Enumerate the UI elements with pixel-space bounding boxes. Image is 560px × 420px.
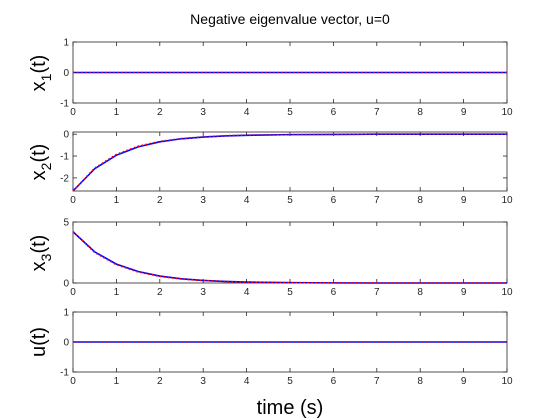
y-tick-label: 1 (63, 308, 69, 319)
x-tick-label: 3 (200, 287, 206, 298)
x-tick-label: 0 (70, 287, 76, 298)
y-tick-label: 0 (63, 338, 69, 349)
y-axis-label: u(t) (28, 327, 50, 357)
y-tick-label: 5 (63, 218, 69, 229)
x-tick-label: 1 (114, 376, 120, 387)
x-tick-label: 2 (157, 287, 163, 298)
x-tick-label: 5 (287, 195, 293, 206)
x-tick-label: 9 (461, 376, 467, 387)
y-axis-label: x3(t) (28, 235, 54, 272)
x-tick-label: 4 (244, 107, 250, 118)
y-tick-label: -1 (60, 99, 69, 110)
x-tick-label: 2 (157, 195, 163, 206)
y-label-subscript: 1 (38, 73, 54, 81)
x-tick-label: 7 (374, 195, 380, 206)
x-tick-label: 6 (331, 287, 337, 298)
axes-box (72, 221, 508, 284)
series-line-dotted (72, 133, 507, 192)
series-line-dotted (72, 231, 507, 284)
y-tick-label: 0 (63, 130, 69, 141)
x-tick-label: 8 (417, 287, 423, 298)
y-label-main: x (28, 170, 50, 180)
x-tick-label: 3 (200, 195, 206, 206)
x-tick-label: 7 (374, 107, 380, 118)
y-tick-label: -2 (60, 173, 69, 184)
x-tick-label: 6 (331, 107, 337, 118)
x-tick-label: 10 (501, 195, 513, 206)
x-axis-label: time (s) (257, 397, 324, 419)
x-tick-label: 5 (287, 376, 293, 387)
x-tick-label: 8 (417, 195, 423, 206)
x-tick-label: 0 (70, 376, 76, 387)
x-tick-label: 7 (374, 376, 380, 387)
x-tick-label: 5 (287, 107, 293, 118)
y-label-suffix: (t) (28, 235, 50, 254)
x-tick-label: 9 (461, 107, 467, 118)
x-tick-label: 1 (114, 107, 120, 118)
y-label-main: x (28, 81, 50, 91)
x-tick-label: 9 (461, 287, 467, 298)
y-axis-label: x2(t) (28, 144, 54, 181)
x-tick-label: 1 (114, 287, 120, 298)
x-tick-label: 0 (70, 195, 76, 206)
y-label-suffix: (t) (28, 55, 50, 74)
x-tick-label: 4 (244, 195, 250, 206)
x-tick-label: 4 (244, 287, 250, 298)
x-tick-label: 8 (417, 107, 423, 118)
y-tick-label: -1 (60, 368, 69, 379)
subplot-x2: 0 1 2 3 4 5 6 7 8 9 100-1-2x2(t) (28, 130, 513, 206)
y-label-subscript: 3 (38, 253, 54, 261)
y-label-suffix: (t) (28, 144, 50, 163)
x-tick-label: 10 (501, 107, 513, 118)
y-axis-label: x1(t) (28, 55, 54, 92)
y-label-main: u (28, 346, 50, 357)
axes-box (72, 131, 508, 192)
y-tick-label: -1 (60, 152, 69, 163)
y-tick-label: 1 (63, 38, 69, 49)
y-tick-label: 0 (63, 68, 69, 79)
x-tick-label: 4 (244, 376, 250, 387)
x-tick-label: 7 (374, 287, 380, 298)
x-tick-label: 8 (417, 376, 423, 387)
x-tick-label: 0 (70, 107, 76, 118)
x-tick-label: 6 (331, 195, 337, 206)
x-tick-label: 2 (157, 107, 163, 118)
x-tick-label: 3 (200, 376, 206, 387)
x-tick-label: 2 (157, 376, 163, 387)
y-label-main: x (28, 261, 50, 271)
x-tick-label: 1 (114, 195, 120, 206)
x-tick-label: 6 (331, 376, 337, 387)
x-tick-label: 9 (461, 195, 467, 206)
x-tick-label: 5 (287, 287, 293, 298)
y-tick-label: 0 (63, 279, 69, 290)
y-label-subscript: 2 (38, 162, 54, 170)
x-tick-label: 3 (200, 107, 206, 118)
figure-title: Negative eigenvalue vector, u=0 (190, 11, 390, 27)
x-tick-label: 10 (501, 287, 513, 298)
y-label-suffix: (t) (28, 327, 50, 346)
x-tick-label: 10 (501, 376, 513, 387)
